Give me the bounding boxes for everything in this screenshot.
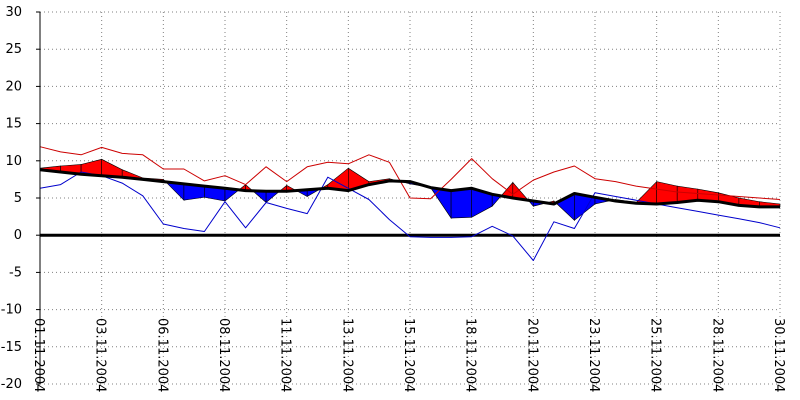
y-tick-label: -5 bbox=[9, 265, 22, 280]
y-tick-label: 15 bbox=[5, 117, 22, 132]
x-tick-label: 06.11.2004 bbox=[154, 318, 169, 392]
y-tick-label: 20 bbox=[5, 79, 22, 94]
x-tick-label: 08.11.2004 bbox=[216, 318, 231, 392]
y-tick-label: 0 bbox=[14, 228, 22, 243]
x-tick-label: 18.11.2004 bbox=[463, 318, 478, 392]
x-tick-label: 03.11.2004 bbox=[93, 318, 108, 392]
y-axis: 30 25 20 15 10 5 0 -5 -10 -15 -20 bbox=[1, 5, 41, 392]
fills bbox=[39, 158, 781, 221]
x-tick-label: 01.11.2004 bbox=[31, 318, 46, 392]
x-tick-label: 20.11.2004 bbox=[524, 318, 539, 392]
y-tick-label: -20 bbox=[1, 377, 22, 392]
y-tick-label: 5 bbox=[14, 191, 22, 206]
y-tick-label: 25 bbox=[5, 42, 22, 57]
x-tick-label: 23.11.2004 bbox=[586, 318, 601, 392]
y-tick-label: -10 bbox=[1, 303, 22, 318]
y-tick-label: 10 bbox=[5, 154, 22, 169]
x-axis: 01.11.2004 03.11.2004 06.11.2004 08.11.2004… bbox=[31, 318, 786, 392]
x-tick-label: 25.11.2004 bbox=[648, 318, 663, 392]
lines bbox=[39, 146, 781, 261]
x-tick-label: 30.11.2004 bbox=[771, 318, 786, 392]
y-tick-label: 30 bbox=[5, 5, 22, 20]
x-tick-label: 13.11.2004 bbox=[339, 318, 354, 392]
fill-segment bbox=[450, 187, 473, 219]
x-tick-label: 28.11.2004 bbox=[709, 318, 724, 392]
series-line-reference bbox=[39, 168, 780, 209]
x-tick-label: 15.11.2004 bbox=[401, 318, 416, 392]
series-line-upper bbox=[39, 146, 781, 200]
y-tick-label: -15 bbox=[1, 340, 22, 355]
x-tick-label: 11.11.2004 bbox=[278, 318, 293, 392]
